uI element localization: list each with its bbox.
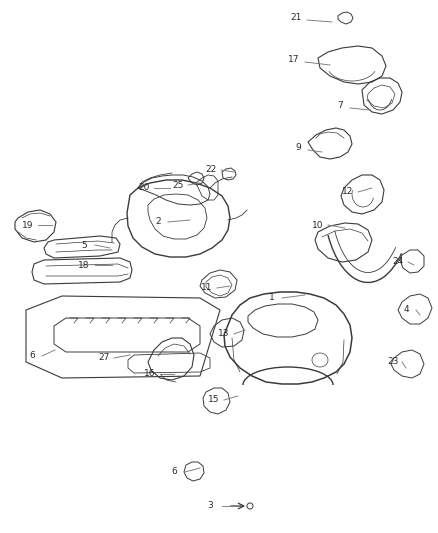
Text: 10: 10: [312, 221, 324, 230]
Text: 16: 16: [144, 369, 156, 378]
Text: 25: 25: [172, 181, 184, 190]
Text: 15: 15: [208, 395, 220, 405]
Text: 2: 2: [155, 217, 161, 227]
Text: 19: 19: [22, 221, 34, 230]
Text: 7: 7: [337, 101, 343, 109]
Text: 23: 23: [387, 358, 399, 367]
Text: 1: 1: [269, 294, 275, 303]
Text: 18: 18: [78, 261, 90, 270]
Text: 6: 6: [29, 351, 35, 360]
Text: 11: 11: [201, 284, 213, 293]
Text: 3: 3: [207, 502, 213, 511]
Text: 20: 20: [138, 183, 150, 192]
Text: 13: 13: [218, 329, 230, 338]
Text: 6: 6: [171, 467, 177, 477]
Text: 5: 5: [81, 240, 87, 249]
Text: 27: 27: [98, 353, 110, 362]
Text: 21: 21: [290, 13, 302, 22]
Text: 24: 24: [392, 257, 404, 266]
Text: 4: 4: [403, 305, 409, 314]
Text: 12: 12: [343, 188, 354, 197]
Text: 17: 17: [288, 55, 300, 64]
Text: 22: 22: [205, 166, 217, 174]
Text: 9: 9: [295, 143, 301, 152]
